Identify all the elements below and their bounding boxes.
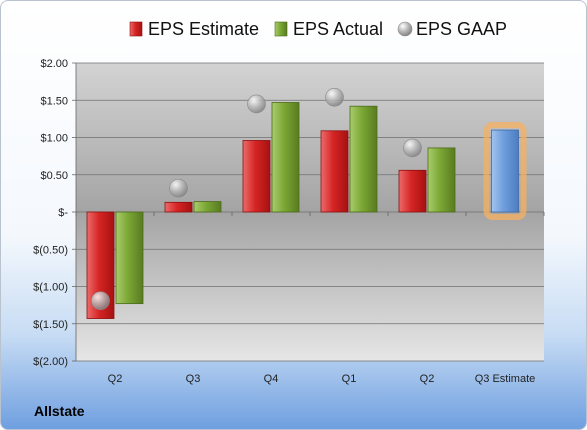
bar-eps-actual — [349, 105, 378, 213]
legend-swatch — [274, 21, 288, 37]
company-name: Allstate — [34, 403, 85, 419]
x-tick-label: Q3 — [186, 373, 201, 385]
y-tick-label: $0.50 — [40, 170, 68, 182]
y-tick-label: $- — [58, 207, 68, 219]
legend-label: EPS GAAP — [416, 19, 507, 39]
y-tick-label: $1.50 — [40, 95, 68, 107]
legend-swatch — [397, 21, 413, 37]
bar-eps-actual — [115, 211, 144, 305]
point-eps-gaap — [247, 94, 266, 114]
q3-estimate-glow — [483, 122, 527, 220]
bar-eps-actual — [193, 201, 222, 213]
y-tick-label: $1.00 — [40, 133, 68, 145]
x-tick-label: Q2 — [420, 373, 435, 385]
point-eps-gaap — [169, 178, 188, 198]
legend-swatch — [129, 21, 143, 37]
bar-eps-estimate — [320, 130, 349, 213]
y-tick-label: $(0.50) — [33, 244, 68, 256]
bar-eps-actual — [271, 102, 300, 213]
bar-eps-estimate — [164, 201, 193, 213]
y-tick-label: $(2.00) — [33, 356, 68, 368]
bar-eps-estimate — [242, 140, 271, 213]
bar-q3-estimate — [491, 129, 519, 213]
legend-label: EPS Actual — [293, 19, 383, 39]
point-eps-gaap — [325, 87, 344, 107]
x-tick-label: Q4 — [264, 373, 279, 385]
y-tick-label: $(1.00) — [33, 282, 68, 294]
y-tick-label: $(1.50) — [33, 319, 68, 331]
legend: EPS Estimate EPS Actual EPS GAAP — [129, 19, 507, 39]
x-tick-label: Q2 — [108, 373, 123, 385]
point-eps-gaap — [91, 291, 110, 310]
x-tick-label: Q1 — [342, 373, 357, 385]
y-tick-label: $2.00 — [40, 58, 68, 70]
point-eps-gaap — [403, 138, 422, 158]
bar-eps-estimate — [398, 169, 427, 213]
legend-label: EPS Estimate — [148, 19, 259, 39]
x-tick-label: Q3 Estimate — [475, 373, 536, 385]
bar-eps-actual — [427, 147, 456, 213]
